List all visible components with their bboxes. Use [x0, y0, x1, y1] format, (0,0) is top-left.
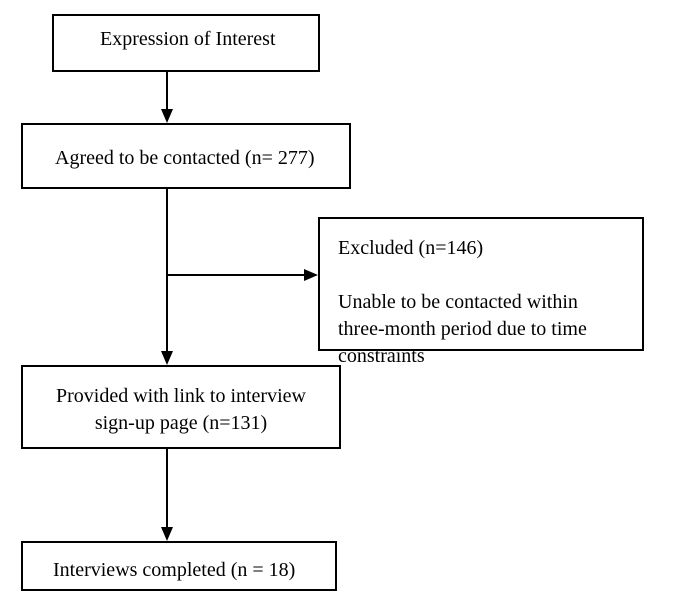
edge-arrow: [147, 169, 187, 385]
node-label: Agreed to be contacted (n= 277): [55, 145, 349, 172]
edge-arrow: [147, 255, 338, 295]
node-label: Expression of Interest: [100, 26, 318, 53]
node-label: Provided with link to interview sign-up …: [45, 383, 317, 437]
node-label: Interviews completed (n = 18): [53, 557, 335, 584]
node-label: Excluded (n=146) Unable to be contacted …: [338, 235, 628, 370]
flowchart-canvas: Expression of Interest Agreed to be cont…: [0, 0, 686, 602]
node-agreed-contacted: Agreed to be contacted (n= 277): [21, 123, 351, 189]
node-excluded: Excluded (n=146) Unable to be contacted …: [318, 217, 644, 351]
node-provided-link: Provided with link to interview sign-up …: [21, 365, 341, 449]
node-interviews-completed: Interviews completed (n = 18): [21, 541, 337, 591]
node-expression-of-interest: Expression of Interest: [52, 14, 320, 72]
